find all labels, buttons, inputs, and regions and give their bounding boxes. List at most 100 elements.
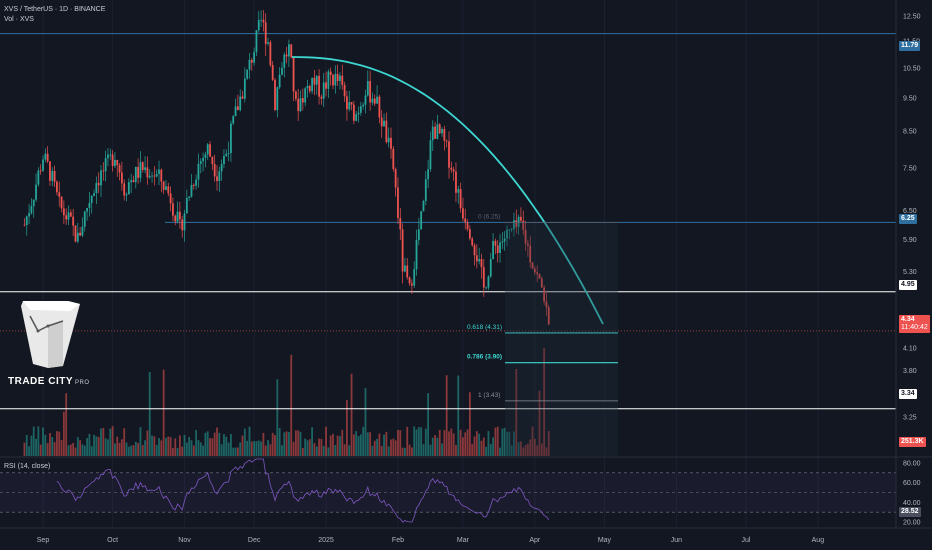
candle-body [450, 167, 453, 170]
candle-body [111, 154, 114, 166]
candle-body [227, 153, 230, 154]
candle-body [155, 173, 158, 177]
volume-label[interactable]: Vol · XVS [4, 16, 34, 23]
candle-body [480, 259, 483, 268]
volume-bar [494, 427, 497, 456]
volume-bar [257, 440, 260, 456]
volume-bar [79, 440, 82, 456]
candle-body [276, 87, 279, 111]
volume-bar [90, 446, 93, 456]
volume-bar [408, 444, 411, 456]
candle-body [424, 179, 427, 201]
candle-body [172, 203, 174, 216]
volume-bar [146, 430, 149, 456]
candle-body [362, 104, 365, 107]
candle-body [464, 218, 467, 223]
tag-current-price: 4.34 11:40:42 [899, 315, 930, 333]
volume-bar [169, 437, 172, 456]
arc-line [291, 56, 604, 325]
candle-body [468, 229, 471, 239]
candle-body [88, 202, 91, 208]
volume-bar [151, 435, 153, 456]
volume-bar [417, 427, 420, 456]
bar-countdown: 11:40:42 [901, 324, 928, 331]
candle-body [378, 96, 381, 118]
volume-bar [130, 445, 133, 456]
y-tick-label: 3.80 [903, 368, 917, 375]
volume-bar [132, 445, 135, 456]
candle-body [487, 276, 490, 288]
candle-body [506, 229, 508, 239]
volume-bar [448, 431, 450, 456]
candle-body [25, 216, 28, 225]
candle-body [95, 182, 98, 194]
volume-bar [60, 440, 63, 456]
candle-body [313, 77, 316, 85]
candle-body [69, 212, 72, 217]
volume-bar [487, 431, 490, 456]
volume-bar [209, 438, 211, 456]
x-tick-label: May [598, 537, 612, 544]
volume-bar [107, 439, 109, 456]
volume-bar [62, 411, 65, 456]
volume-bar [234, 447, 237, 456]
candle-body [422, 200, 425, 212]
volume-bar [144, 440, 146, 456]
volume-bar [37, 426, 40, 456]
candle-body [510, 229, 513, 230]
volume-bar [452, 433, 455, 456]
candle-body [325, 82, 327, 89]
volume-bar [53, 442, 56, 456]
candle-body [429, 140, 432, 170]
volume-bar [158, 438, 160, 456]
volume-bar [401, 447, 404, 456]
candle-body [220, 164, 223, 172]
volume-bar [137, 442, 140, 456]
candle-body [547, 307, 550, 325]
candle-body [218, 171, 221, 181]
rsi-tick-label: 40.00 [903, 500, 921, 507]
candle-body [320, 96, 323, 99]
volume-bar [46, 443, 49, 456]
y-tick-label: 5.90 [903, 237, 917, 244]
volume-bar [533, 438, 536, 456]
volume-bar [464, 432, 467, 456]
candle-body [211, 156, 214, 165]
candle-body [148, 175, 151, 178]
y-tick-label: 3.25 [903, 414, 917, 421]
volume-bar [366, 432, 369, 456]
volume-bar [246, 440, 249, 456]
rsi-label[interactable]: RSI (14, close) [4, 463, 51, 470]
candle-body [234, 106, 237, 117]
volume-bar [359, 434, 362, 456]
candle-body [181, 219, 184, 231]
candle-body [536, 272, 539, 275]
candle-body [260, 19, 262, 21]
volume-bar [496, 426, 499, 456]
candle-body [107, 154, 109, 159]
candle-body [271, 65, 274, 80]
candle-body [83, 211, 86, 227]
candle-body [394, 169, 397, 188]
candle-body [410, 283, 413, 286]
volume-bar [230, 434, 232, 456]
candle-body [301, 98, 304, 103]
candle-body [332, 75, 334, 86]
volume-bar [373, 440, 376, 456]
volume-bar [311, 427, 314, 456]
candle-body [508, 229, 511, 231]
x-tick-label: Sep [37, 537, 50, 544]
volume-bar [415, 429, 418, 456]
volume-bar [160, 440, 163, 456]
chart-legend: XVS / TetherUS · 1D · BINANCE Vol · XVS [4, 5, 105, 25]
grid [42, 0, 819, 528]
volume-bar [28, 446, 30, 456]
volume-bar [517, 442, 520, 456]
volume-bar [506, 431, 508, 456]
fib-label: 1 (3.43) [478, 392, 500, 399]
symbol-title[interactable]: XVS / TetherUS · 1D · BINANCE [4, 6, 106, 13]
y-tick-label: 8.50 [903, 128, 917, 135]
volume-bar [513, 431, 515, 456]
